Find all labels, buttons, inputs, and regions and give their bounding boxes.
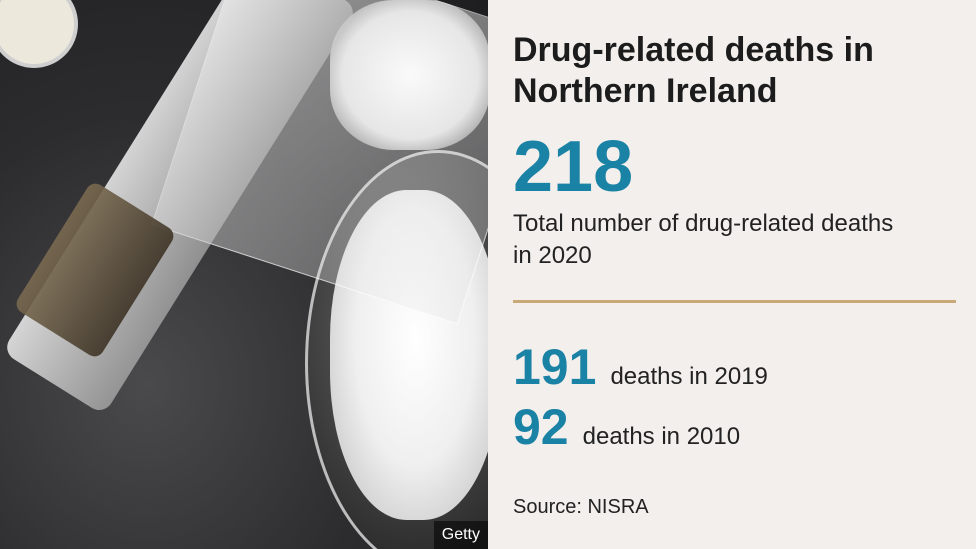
photo-credit: Getty <box>433 521 488 549</box>
source-note: Source: NISRA <box>513 496 649 518</box>
headline-description: Total number of drug-related deaths in 2… <box>513 210 894 269</box>
page-title: Drug-related deaths in Northern Ireland <box>513 31 874 110</box>
divider <box>513 300 956 303</box>
stat-row: 92 deaths in 2010 <box>513 398 740 456</box>
stat-number: 92 <box>513 399 569 455</box>
background-photo: Getty <box>0 0 488 549</box>
bag-powder-image <box>330 0 488 150</box>
pill-image <box>0 0 78 68</box>
stat-label: deaths in 2010 <box>582 423 741 450</box>
stat-number: 191 <box>513 339 597 395</box>
stat-label: deaths in 2019 <box>610 363 768 390</box>
stat-row: 191 deaths in 2019 <box>513 338 768 396</box>
headline-number: 218 <box>513 127 634 207</box>
